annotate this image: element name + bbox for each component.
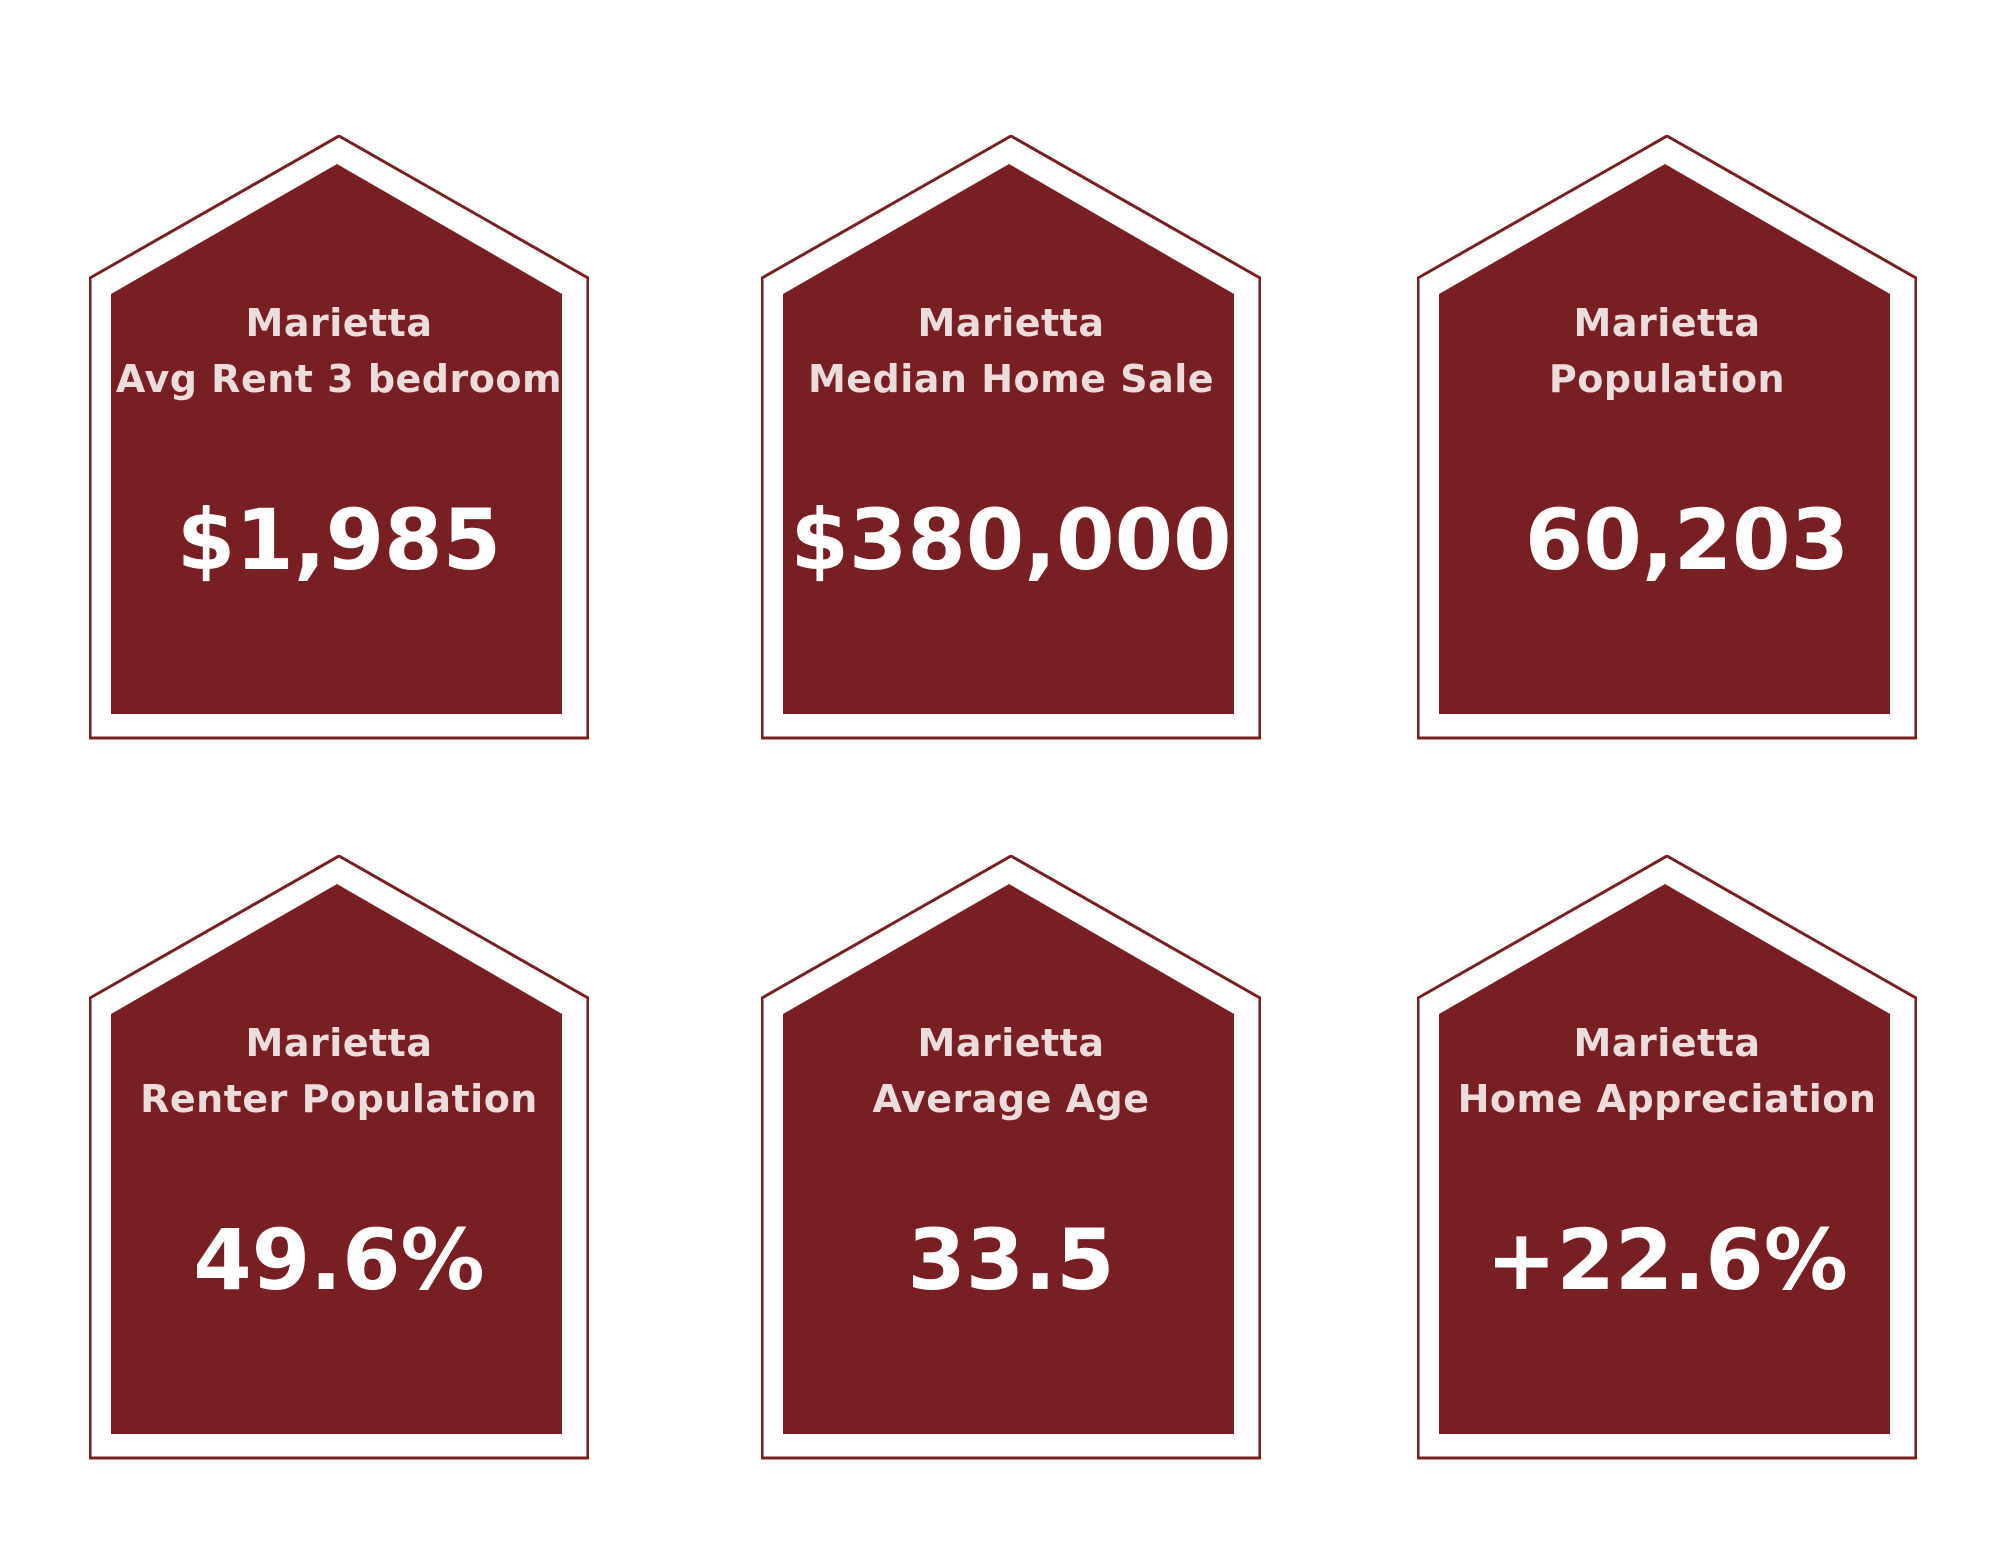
stat-value: 33.5 xyxy=(907,1211,1115,1309)
stat-metric: Home Appreciation xyxy=(1457,1077,1877,1121)
stat-metric: Average Age xyxy=(872,1077,1150,1121)
stat-metric: Avg Rent 3 bedroom xyxy=(115,357,563,401)
stat-metric: Median Home Sale xyxy=(807,357,1215,401)
stat-metric: Population xyxy=(1548,357,1786,401)
stat-value: $380,000 xyxy=(790,491,1232,589)
stat-card-home-appreciation: Marietta Home Appreciation +22.6% xyxy=(1417,855,1917,1460)
stat-card-median-home-sale: Marietta Median Home Sale $380,000 xyxy=(761,135,1261,740)
house-shape-icon xyxy=(761,135,1261,740)
house-shape-icon xyxy=(1417,135,1917,740)
house-shape-icon xyxy=(761,855,1261,1460)
stat-value: 49.6% xyxy=(193,1211,485,1309)
stat-city: Marietta xyxy=(1573,301,1761,345)
stat-label: Marietta Home Appreciation xyxy=(1437,1015,1897,1127)
house-shape-icon xyxy=(1417,855,1917,1460)
stat-metric: Renter Population xyxy=(140,1077,538,1121)
stat-label: Marietta Avg Rent 3 bedroom xyxy=(109,295,569,407)
house-shape-icon xyxy=(89,135,589,740)
stat-label: Marietta Population xyxy=(1437,295,1897,407)
house-shape-icon xyxy=(89,855,589,1460)
stat-city: Marietta xyxy=(917,301,1105,345)
stat-label: Marietta Median Home Sale xyxy=(781,295,1241,407)
stat-value: 60,203 xyxy=(1524,491,1850,589)
stat-value: +22.6% xyxy=(1486,1211,1848,1309)
stat-label: Marietta Renter Population xyxy=(109,1015,569,1127)
stat-city: Marietta xyxy=(245,1021,433,1065)
stat-city: Marietta xyxy=(1573,1021,1761,1065)
stat-city: Marietta xyxy=(245,301,433,345)
stat-value: $1,985 xyxy=(176,491,502,589)
stat-city: Marietta xyxy=(917,1021,1105,1065)
stat-label: Marietta Average Age xyxy=(781,1015,1241,1127)
stat-card-population: Marietta Population 60,203 xyxy=(1417,135,1917,740)
stat-card-avg-rent: Marietta Avg Rent 3 bedroom $1,985 xyxy=(89,135,589,740)
stat-card-renter-population: Marietta Renter Population 49.6% xyxy=(89,855,589,1460)
stat-card-average-age: Marietta Average Age 33.5 xyxy=(761,855,1261,1460)
